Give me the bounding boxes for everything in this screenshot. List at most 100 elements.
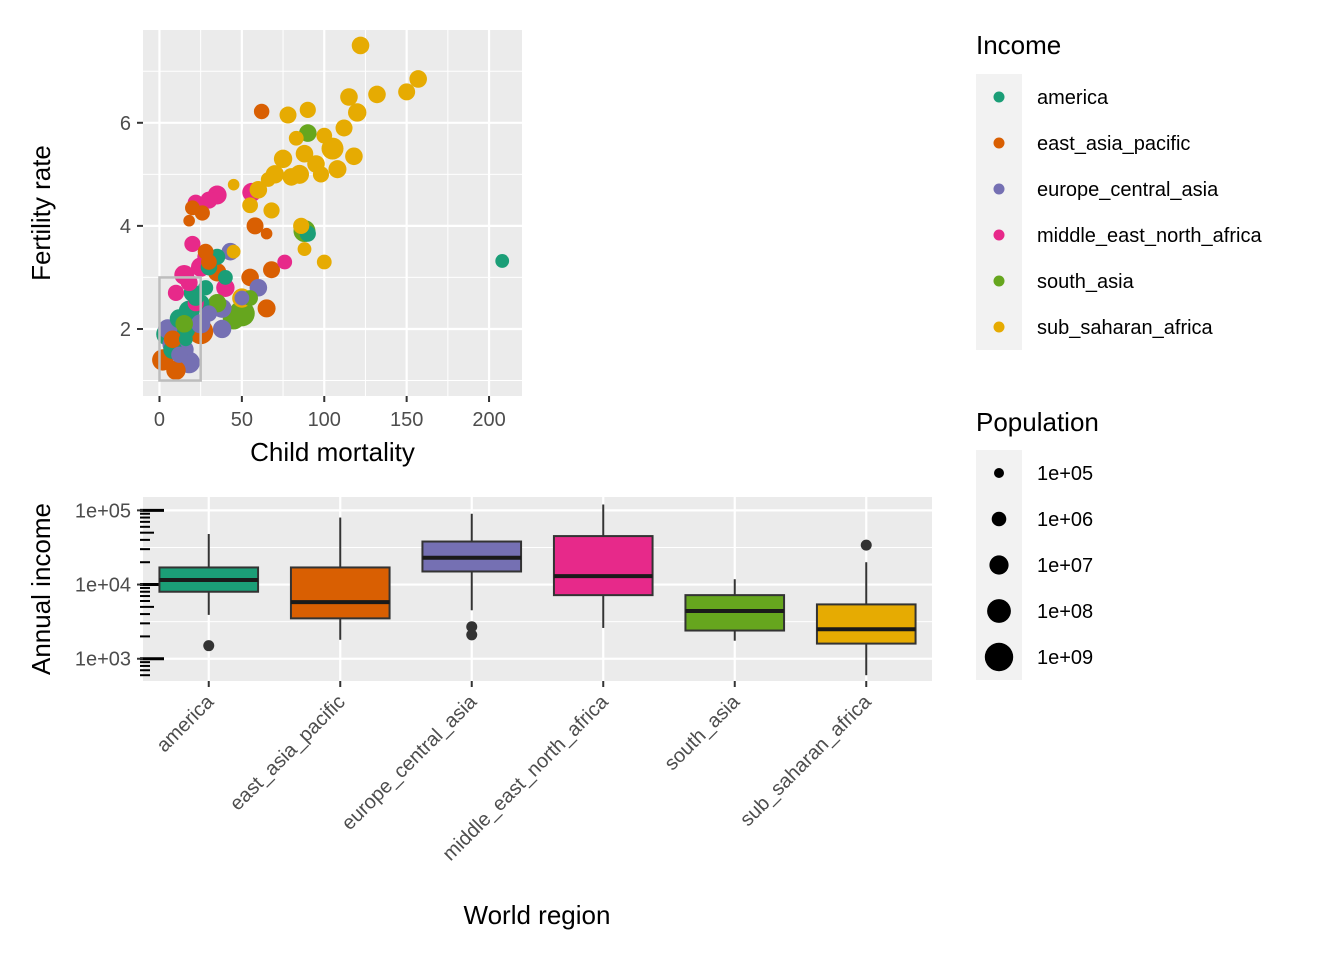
x-tick-label: east_asia_pacific	[226, 691, 350, 815]
scatter-point-america	[218, 270, 233, 285]
boxplot-y-axis-title: Annual income	[26, 503, 56, 675]
legend-label: sub_saharan_africa	[1037, 317, 1214, 339]
scatter-y-ticks: 2 4 6	[120, 113, 143, 341]
x-tick-label: america	[152, 690, 218, 756]
scatter-point-sub_saharan_africa	[280, 107, 297, 124]
legend-size-key	[985, 643, 1013, 671]
income-legend-items: america east_asia_pacific europe_central_a…	[994, 87, 1263, 339]
scatter-point-sub_saharan_africa	[348, 103, 366, 121]
legend-key-america	[994, 92, 1005, 103]
box-sub_saharan_africa	[817, 604, 916, 643]
scatter-point-sub_saharan_africa	[283, 168, 301, 186]
legend-label: 1e+08	[1037, 601, 1093, 623]
scatter-point-sub_saharan_africa	[242, 197, 258, 213]
scatter-point-middle_east_north_africa	[277, 255, 292, 270]
scatter-point-europe_central_asia	[171, 347, 187, 363]
legend-label: middle_east_north_africa	[1037, 225, 1262, 247]
scatter-point-sub_saharan_africa	[368, 86, 386, 104]
scatter-x-axis-title: Child mortality	[250, 437, 415, 467]
scatter-point-sub_saharan_africa	[352, 37, 370, 55]
scatter-x-ticks: 0 50 100 150 200	[154, 396, 506, 431]
population-legend-title: Population	[976, 407, 1099, 437]
x-tick-label: europe_central_asia	[338, 690, 482, 834]
y-tick-label: 1e+05	[75, 500, 131, 522]
scatter-point-europe_central_asia	[213, 320, 231, 338]
scatter-point-sub_saharan_africa	[328, 160, 346, 178]
boxplot-panel	[143, 497, 932, 681]
legend-label: 1e+09	[1037, 647, 1093, 669]
population-legend: Population 1e+05 1e+06 1e+07 1e+08 1e+09	[976, 407, 1099, 680]
legend-label: south_asia	[1037, 271, 1135, 293]
scatter-point-east_asia_pacific	[166, 361, 185, 380]
scatter-point-sub_saharan_africa	[340, 88, 358, 106]
outlier-point	[861, 540, 872, 551]
scatter-point-america	[179, 332, 193, 346]
legend-size-key	[992, 512, 1007, 527]
scatter-point-east_asia_pacific	[183, 215, 195, 227]
scatter-point-sub_saharan_africa	[293, 218, 309, 234]
boxplot-x-ticks: america east_asia_pacificeurope_central_a…	[152, 681, 876, 865]
scatter-point-america	[495, 254, 509, 268]
outlier-point	[203, 640, 214, 651]
scatter-point-sub_saharan_africa	[317, 255, 332, 270]
legend-label: 1e+06	[1037, 509, 1093, 531]
box-plot: 1e+03 1e+04 1e+05 america east_asia_pacific…	[26, 497, 932, 930]
x-tick-label: south_asia	[660, 690, 745, 775]
scatter-point-east_asia_pacific	[185, 200, 200, 215]
legend-size-key	[987, 599, 1011, 623]
income-legend-title: Income	[976, 30, 1061, 60]
scatter-point-sub_saharan_africa	[274, 150, 292, 168]
legend-key-east_asia_pacific	[994, 138, 1005, 149]
legend-key-sub_saharan_africa	[994, 322, 1005, 333]
scatter-point-sub_saharan_africa	[398, 83, 415, 100]
scatter-point-sub_saharan_africa	[261, 172, 276, 187]
income-legend: Income america east_asia_pacific europe_ce…	[976, 30, 1262, 350]
scatter-point-east_asia_pacific	[247, 217, 264, 234]
legend-label: east_asia_pacific	[1037, 133, 1190, 155]
scatter-point-east_asia_pacific	[261, 228, 273, 240]
box-east_asia_pacific	[291, 567, 390, 618]
scatter-point-sub_saharan_africa	[228, 179, 240, 191]
legend-key-south_asia	[994, 276, 1005, 287]
scatter-point-south_asia	[175, 315, 193, 333]
y-tick-label: 1e+04	[75, 575, 131, 597]
scatter-point-sub_saharan_africa	[298, 242, 312, 256]
scatter-point-sub_saharan_africa	[345, 148, 363, 166]
scatter-plot: 0 50 100 150 200 2 4 6 Child mortality Fertili…	[26, 30, 522, 467]
legend-label: 1e+05	[1037, 463, 1093, 485]
scatter-point-sub_saharan_africa	[300, 102, 316, 118]
legend-label: 1e+07	[1037, 555, 1093, 577]
scatter-point-sub_saharan_africa	[316, 128, 332, 144]
scatter-point-sub_saharan_africa	[263, 202, 279, 218]
x-tick-label: sub_saharan_africa	[736, 690, 876, 830]
x-tick-label: 150	[390, 409, 423, 431]
scatter-point-middle_east_north_africa	[168, 285, 184, 301]
y-tick-label: 4	[120, 216, 131, 238]
legend-key-middle_east_north_africa	[994, 230, 1005, 241]
x-tick-label: 100	[308, 409, 341, 431]
scatter-point-east_asia_pacific	[258, 299, 276, 317]
x-tick-label: 200	[472, 409, 505, 431]
box-middle_east_north_africa	[554, 536, 653, 595]
legend-label: europe_central_asia	[1037, 179, 1219, 201]
scatter-point-sub_saharan_africa	[409, 70, 427, 88]
scatter-y-axis-title: Fertility rate	[26, 145, 56, 281]
legend-size-key	[994, 468, 1004, 478]
scatter-point-east_asia_pacific	[254, 104, 269, 119]
boxplot-x-axis-title: World region	[464, 900, 611, 930]
scatter-point-sub_saharan_africa	[227, 245, 241, 259]
boxplot-y-ticks: 1e+03 1e+04 1e+05	[75, 500, 143, 670]
y-tick-label: 2	[120, 319, 131, 341]
legend-label: america	[1037, 87, 1109, 109]
legend-key-europe_central_asia	[994, 184, 1005, 195]
scatter-point-europe_central_asia	[234, 291, 249, 306]
scatter-point-sub_saharan_africa	[313, 166, 329, 182]
scatter-point-europe_central_asia	[201, 305, 217, 321]
legend-size-key	[989, 555, 1008, 574]
outlier-point	[466, 629, 477, 640]
y-tick-label: 1e+03	[75, 649, 131, 671]
scatter-point-east_asia_pacific	[164, 331, 182, 349]
scatter-point-east_asia_pacific	[198, 244, 214, 260]
x-tick-label: 0	[154, 409, 165, 431]
